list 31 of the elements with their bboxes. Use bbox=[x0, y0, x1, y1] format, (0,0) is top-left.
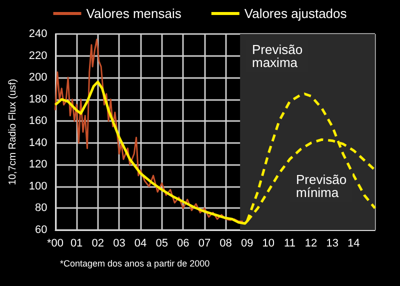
x-tick-label: 03 bbox=[113, 238, 126, 250]
legend-label: Valores ajustados bbox=[244, 6, 348, 21]
y-tick-label: 140 bbox=[28, 136, 48, 149]
x-tick-label: 02 bbox=[92, 238, 104, 250]
x-tick-label: 04 bbox=[134, 238, 147, 250]
y-tick-label: 80 bbox=[35, 202, 48, 214]
x-tick-label: 13 bbox=[326, 238, 338, 250]
x-tick-label: 11 bbox=[284, 238, 296, 250]
x-tick-label: 01 bbox=[70, 238, 83, 250]
y-tick-label: 60 bbox=[35, 224, 48, 236]
x-tick-label: 10 bbox=[262, 238, 275, 250]
text: *Contagem dos anos a partir de 2000 bbox=[60, 258, 210, 268]
x-tick-label: 07 bbox=[198, 238, 211, 250]
y-tick-label: 180 bbox=[28, 93, 48, 106]
y-tick-label: 100 bbox=[28, 180, 48, 192]
y-tick-label: 160 bbox=[28, 115, 48, 128]
y-axis-title: 10,7cm Radio Flux (usf) bbox=[8, 78, 18, 186]
x-tick-label: 12 bbox=[304, 238, 318, 250]
annotation: Previsão maxima bbox=[252, 42, 303, 70]
x-tick-label: *00 bbox=[46, 238, 64, 250]
y-tick-label: 240 bbox=[28, 28, 48, 40]
x-tick-label: 14 bbox=[348, 238, 360, 250]
x-tick-label: 09 bbox=[240, 238, 254, 250]
y-tick-label: 200 bbox=[28, 72, 48, 84]
y-tick-label: 120 bbox=[28, 158, 48, 171]
x-tick-label: 06 bbox=[177, 238, 190, 250]
x-tick-label: 08 bbox=[220, 238, 232, 250]
x-tick-label: 05 bbox=[156, 238, 168, 250]
legend-label: Valores mensais bbox=[86, 6, 182, 21]
y-tick-label: 220 bbox=[28, 50, 48, 62]
annotation: Previsão mínima bbox=[296, 172, 347, 200]
